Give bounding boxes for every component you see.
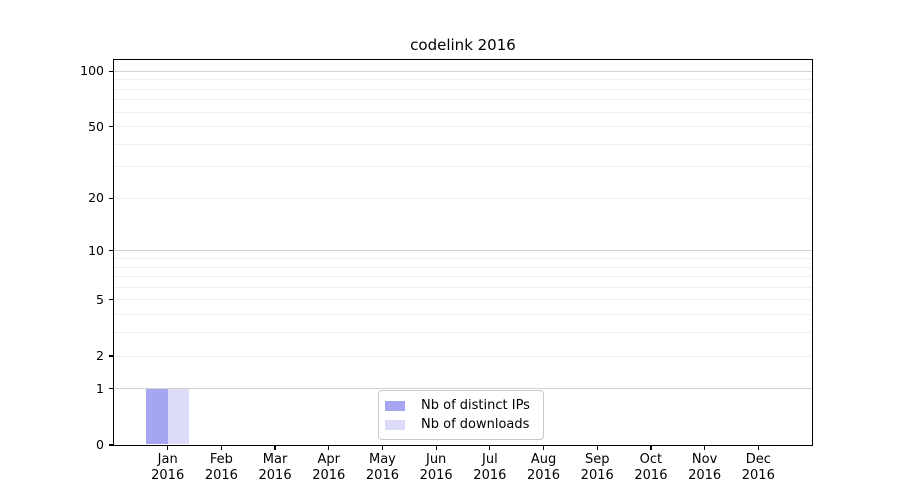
legend-swatch-downloads-icon bbox=[385, 419, 405, 430]
x-tick-label: May 2016 bbox=[365, 452, 399, 483]
bar-distinct-ips bbox=[146, 388, 168, 444]
minor-gridline bbox=[114, 88, 812, 90]
y-tick bbox=[109, 388, 114, 390]
minor-gridline bbox=[114, 332, 812, 334]
x-tick bbox=[435, 445, 437, 450]
x-tick-label: Jan 2016 bbox=[151, 452, 185, 483]
x-tick bbox=[542, 445, 545, 450]
x-tick-label: Jun 2016 bbox=[419, 452, 453, 483]
x-tick bbox=[489, 445, 491, 450]
legend-item: Nb of downloads bbox=[385, 416, 535, 433]
minor-gridline bbox=[114, 314, 812, 316]
chart-title: codelink 2016 bbox=[410, 36, 516, 54]
minor-gridline bbox=[114, 79, 812, 81]
x-tick bbox=[596, 445, 598, 450]
minor-gridline bbox=[114, 299, 812, 301]
x-tick bbox=[381, 445, 384, 450]
x-tick bbox=[274, 445, 276, 450]
x-tick-label: Oct 2016 bbox=[634, 452, 668, 483]
y-tick-label: 50 bbox=[88, 118, 104, 134]
x-tick-label: Apr 2016 bbox=[312, 452, 346, 483]
x-tick-label: Dec 2016 bbox=[741, 452, 775, 483]
minor-gridline bbox=[114, 126, 812, 128]
y-tick-label: 100 bbox=[80, 63, 104, 79]
y-tick-label: 1 bbox=[96, 380, 104, 396]
y-tick-label: 2 bbox=[96, 348, 104, 364]
x-tick-label: Mar 2016 bbox=[258, 452, 292, 483]
x-tick-label: Sep 2016 bbox=[580, 452, 614, 483]
major-gridline bbox=[114, 388, 812, 390]
minor-gridline bbox=[114, 276, 812, 278]
y-tick bbox=[109, 197, 114, 199]
y-tick bbox=[109, 70, 114, 72]
minor-gridline bbox=[114, 266, 812, 268]
y-tick-label: 10 bbox=[88, 242, 104, 258]
minor-gridline bbox=[114, 286, 812, 288]
y-tick bbox=[109, 125, 114, 128]
major-gridline bbox=[114, 250, 812, 252]
legend: Nb of distinct IPs Nb of downloads bbox=[378, 390, 544, 440]
bar-downloads bbox=[167, 388, 190, 444]
x-tick-label: Feb 2016 bbox=[204, 452, 238, 483]
y-tick-label: 20 bbox=[88, 190, 104, 206]
x-tick-label: Aug 2016 bbox=[526, 452, 561, 483]
x-tick bbox=[704, 445, 706, 450]
y-tick bbox=[109, 299, 114, 301]
minor-gridline bbox=[114, 258, 812, 259]
y-tick bbox=[109, 355, 114, 357]
legend-label-distinct-ips: Nb of distinct IPs bbox=[421, 398, 530, 413]
x-tick bbox=[220, 445, 222, 450]
minor-gridline bbox=[114, 355, 812, 357]
y-tick-label: 0 bbox=[96, 437, 104, 452]
y-tick-label: 5 bbox=[96, 291, 104, 307]
x-tick bbox=[650, 445, 652, 450]
legend-label-downloads: Nb of downloads bbox=[421, 417, 530, 432]
y-tick bbox=[109, 444, 114, 446]
legend-item: Nb of distinct IPs bbox=[385, 397, 535, 414]
minor-gridline bbox=[114, 166, 812, 168]
y-tick bbox=[109, 250, 114, 252]
minor-gridline bbox=[114, 111, 812, 113]
x-tick-label: Jul 2016 bbox=[473, 452, 507, 483]
x-tick bbox=[757, 445, 759, 450]
minor-gridline bbox=[114, 197, 812, 199]
minor-gridline bbox=[114, 143, 812, 145]
legend-swatch-distinct-ips-icon bbox=[385, 400, 405, 411]
major-gridline bbox=[114, 70, 812, 72]
x-tick bbox=[328, 445, 330, 450]
x-tick bbox=[167, 445, 169, 450]
x-tick-label: Nov 2016 bbox=[688, 452, 722, 483]
minor-gridline bbox=[114, 99, 812, 101]
